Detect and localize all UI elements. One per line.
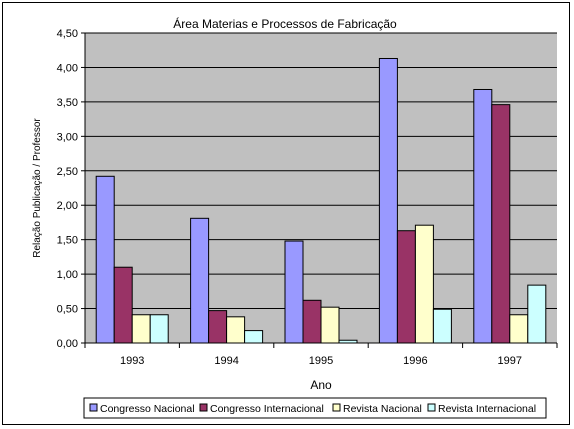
y-tick-label: 0,50	[57, 304, 78, 316]
legend-swatch	[199, 403, 208, 412]
y-axis-label: Relação Publicação / Professor	[32, 118, 43, 258]
bar-1996-3	[432, 308, 452, 344]
bar-1993-2	[131, 314, 151, 344]
bar-1994-1	[208, 310, 228, 344]
x-tick-label: 1995	[309, 355, 333, 367]
x-tick-label: 1994	[214, 355, 238, 367]
legend-swatch	[89, 403, 98, 412]
x-tick-label: 1997	[498, 355, 522, 367]
y-tick-label: 2,50	[57, 166, 78, 178]
bar-1994-2	[226, 316, 246, 344]
y-tick-label: 2,00	[57, 200, 78, 212]
bar-1996-2	[414, 224, 434, 344]
y-tick-label: 1,50	[57, 235, 78, 247]
bars	[95, 57, 547, 344]
legend-box	[83, 397, 547, 419]
legend-label: Congresso Internacional	[210, 403, 324, 415]
legend-label: Revista Nacional	[343, 403, 422, 415]
y-tick-label: 3,00	[57, 131, 78, 143]
legend: Congresso Nacional Congresso Internaciona…	[89, 403, 536, 415]
y-axis: 0,00 0,50 1,00 1,50 2,00 2,50 3,00 3,50 4,00 4,50	[57, 28, 86, 350]
bar-1997-2	[509, 314, 529, 344]
bar-1995-2	[320, 306, 340, 344]
y-tick-label: 0,00	[57, 338, 78, 350]
y-tick-label: 1,00	[57, 269, 78, 281]
bar-1993-1	[113, 266, 133, 344]
y-tick-label: 3,50	[57, 97, 78, 109]
bar-1995-1	[302, 299, 322, 344]
bar-1994-3	[244, 330, 264, 344]
bar-1993-3	[149, 314, 169, 344]
legend-label: Revista Internacional	[438, 403, 536, 415]
chart-title: Área Materias e Processos de Fabricação	[173, 16, 397, 31]
legend-swatch	[332, 403, 341, 412]
x-tick-label: 1996	[403, 355, 427, 367]
bar-1997-0	[473, 88, 493, 344]
bar-1997-1	[491, 104, 511, 344]
bar-1996-1	[396, 230, 416, 344]
y-tick-label: 4,00	[57, 62, 78, 74]
bar-1995-0	[284, 240, 304, 344]
x-axis-label: Ano	[310, 378, 332, 392]
bar-1993-0	[95, 175, 115, 344]
bar-1996-0	[378, 57, 398, 344]
x-axis: 1993 1994 1995 1996 1997	[84, 342, 558, 367]
bar-1997-3	[527, 284, 547, 344]
legend-label: Congresso Nacional	[100, 403, 195, 415]
y-tick-label: 4,50	[57, 28, 78, 40]
bar-1994-0	[190, 217, 210, 344]
x-tick-label: 1993	[120, 355, 144, 367]
legend-swatch	[427, 403, 436, 412]
